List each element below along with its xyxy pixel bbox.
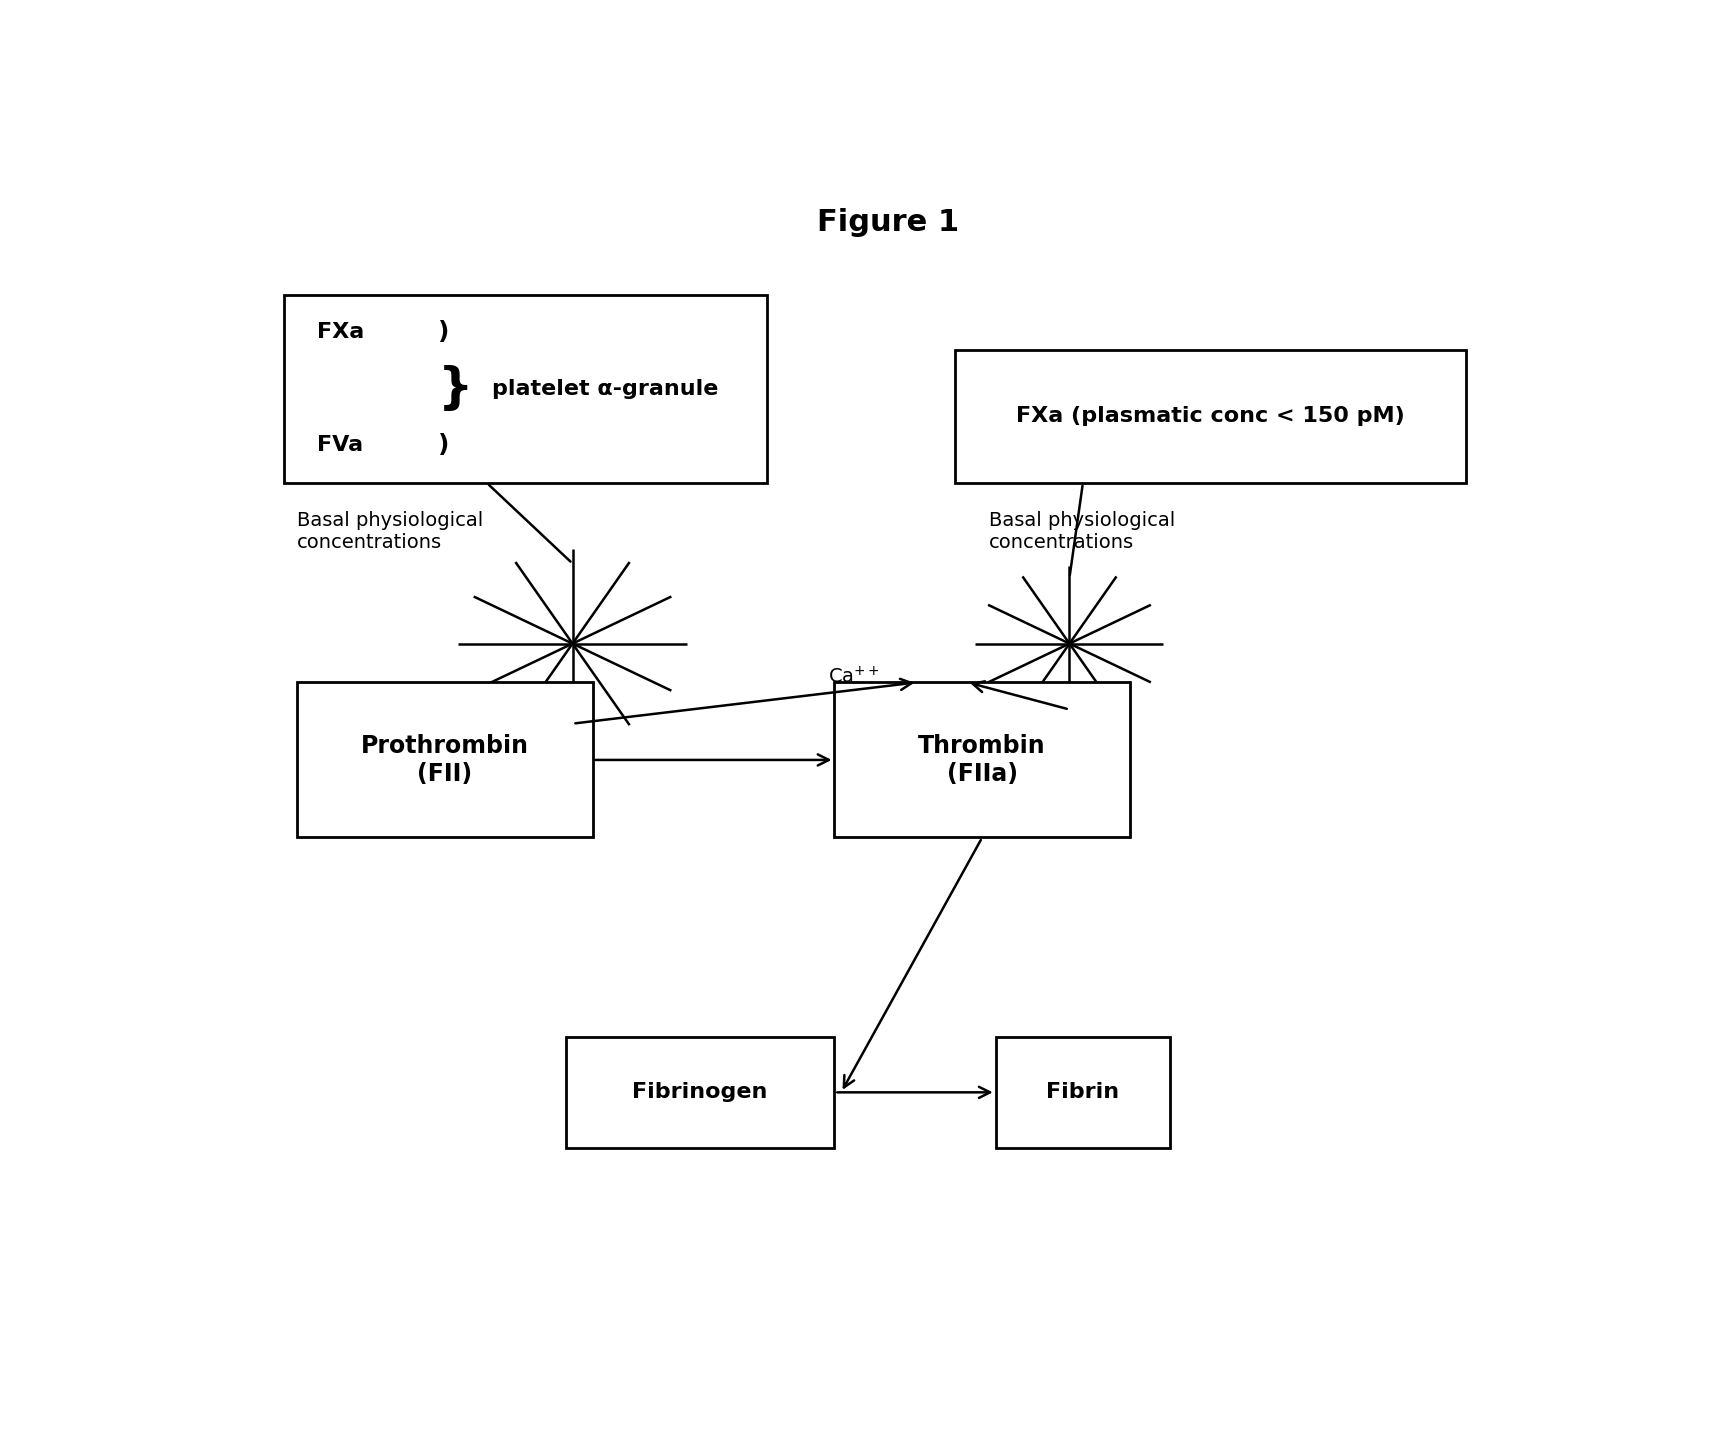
Text: Prothrombin
(FII): Prothrombin (FII) xyxy=(360,734,528,786)
Text: Fibrinogen: Fibrinogen xyxy=(632,1082,767,1102)
Text: Ca$^{++}$: Ca$^{++}$ xyxy=(828,666,880,686)
Text: Figure 1: Figure 1 xyxy=(816,209,960,237)
Text: ): ) xyxy=(438,321,449,344)
Text: Basal physiological
concentrations: Basal physiological concentrations xyxy=(989,511,1174,551)
Bar xyxy=(565,1038,835,1148)
Text: }: } xyxy=(438,364,473,413)
Text: FVa: FVa xyxy=(317,435,364,455)
Text: FXa: FXa xyxy=(317,322,364,342)
Bar xyxy=(954,350,1465,484)
Bar xyxy=(298,682,592,837)
Bar xyxy=(994,1038,1169,1148)
Text: platelet α-granule: platelet α-granule xyxy=(492,378,719,399)
Bar xyxy=(284,295,767,484)
Text: Fibrin: Fibrin xyxy=(1046,1082,1119,1102)
Text: ): ) xyxy=(438,433,449,458)
Text: Thrombin
(FIIa): Thrombin (FIIa) xyxy=(918,734,1046,786)
Bar xyxy=(835,682,1129,837)
Text: FXa (plasmatic conc < 150 pM): FXa (plasmatic conc < 150 pM) xyxy=(1015,406,1405,426)
Text: Basal physiological
concentrations: Basal physiological concentrations xyxy=(298,511,483,551)
